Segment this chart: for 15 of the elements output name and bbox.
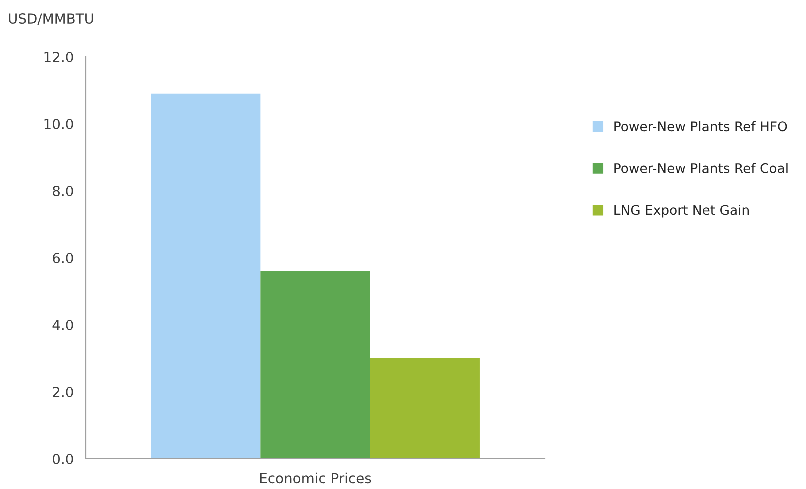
legend-label: Power-New Plants Ref HFO	[614, 121, 788, 132]
bar	[260, 271, 370, 459]
legend-label: Power-New Plants Ref Coal	[614, 163, 788, 174]
y-tick-label: 10.0	[44, 118, 74, 130]
y-tick-label: 6.0	[53, 252, 74, 264]
bar	[151, 94, 261, 459]
y-tick-label: 2.0	[53, 386, 74, 398]
y-tick-label: 8.0	[53, 186, 74, 196]
y-tick-label: 0.0	[53, 454, 74, 464]
bar	[370, 358, 480, 459]
x-tick-label: Economic Prices	[260, 472, 372, 484]
y-tick-label: 4.0	[52, 320, 74, 330]
y-axis-title: USD/MMBTU	[9, 14, 94, 26]
y-tick-label: 12.0	[44, 52, 74, 62]
legend-label: LNG Export Net Gain	[614, 204, 749, 218]
